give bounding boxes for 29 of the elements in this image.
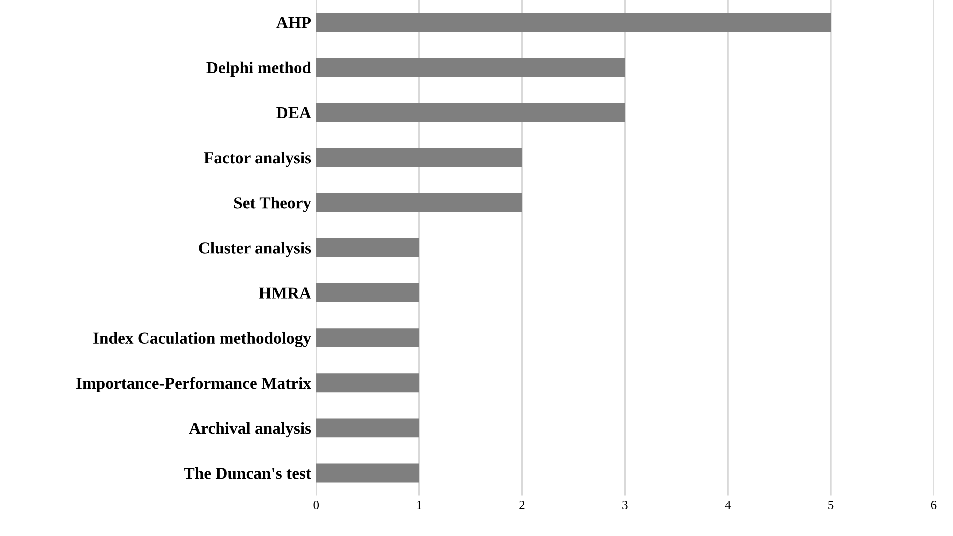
bar [316, 193, 522, 212]
y-tick-label: Cluster analysis [199, 242, 312, 258]
x-tick-label: 4 [725, 501, 732, 510]
x-tick-label: 5 [828, 501, 834, 510]
y-tick-label: The Duncan's test [184, 467, 312, 480]
y-tick-label: Factor analysis [204, 152, 312, 168]
bar [316, 418, 420, 438]
x-tick-label: 1 [417, 501, 422, 510]
y-tick-label: Set Theory [234, 197, 312, 212]
y-tick-label: Archival analysis [189, 422, 312, 438]
bar [316, 464, 420, 483]
y-tick-label: Delphi method [206, 62, 312, 77]
y-tick-label: HMRA [259, 288, 312, 299]
x-tick-label: 3 [622, 501, 628, 510]
y-tick-label: Importance-Performance Matrix [76, 377, 312, 393]
bar [316, 13, 832, 32]
y-tick-label: DEA [276, 107, 312, 118]
x-tick-label: 0 [314, 501, 320, 510]
bar [316, 374, 420, 393]
x-tick-label: 6 [931, 501, 937, 510]
x-tick-label: 2 [520, 501, 525, 510]
bar [316, 58, 626, 78]
y-tick-label: Index Caculation methodology [94, 332, 312, 348]
bar [316, 328, 420, 348]
bar [316, 284, 420, 302]
bar [316, 148, 522, 168]
bar [316, 238, 420, 258]
bar [316, 103, 626, 122]
y-tick-label: AHP [276, 17, 312, 28]
